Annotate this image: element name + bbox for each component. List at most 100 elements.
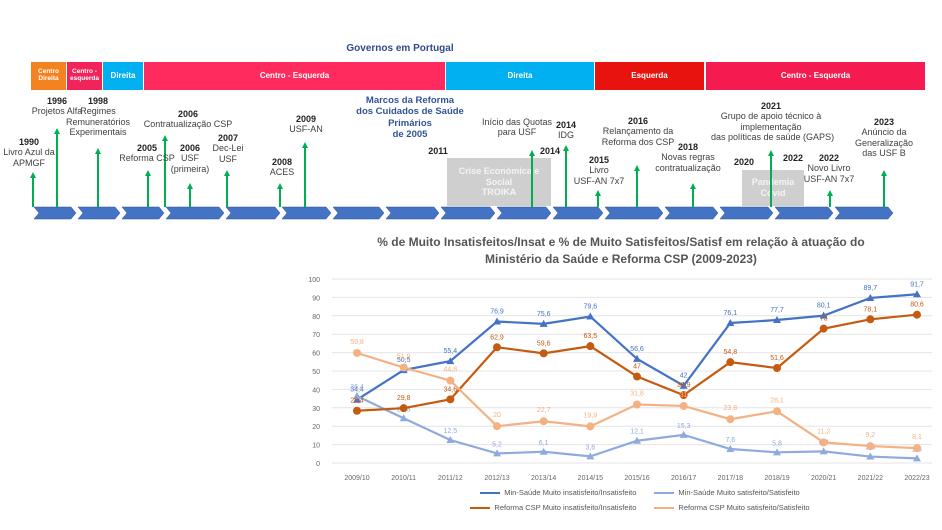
crisis-line: Social xyxy=(485,176,513,187)
milestone: 2014 xyxy=(490,146,610,156)
arrow-up-icon xyxy=(302,142,308,148)
chart-title-line: % de Muito Insatisfeitos/Insat e % de Mu… xyxy=(377,235,865,249)
milestone: 2016 Relançamento da Reforma dos CSP xyxy=(578,116,698,147)
timeline-title-line: dos Cuidados de Saúde Primários xyxy=(356,106,464,129)
timeline-chevron xyxy=(719,206,774,220)
milestone: 2011 xyxy=(378,146,498,156)
milestone-year: 2005 xyxy=(136,143,158,153)
milestone-label: ACES xyxy=(269,167,295,178)
data-label: 89,7 xyxy=(864,285,878,292)
data-point xyxy=(679,430,688,438)
milestone-label: Experimentais xyxy=(69,127,127,138)
data-label: 19,9 xyxy=(584,412,598,419)
data-label: 54,8 xyxy=(724,349,738,356)
data-point xyxy=(353,395,361,403)
timeline-graphic xyxy=(30,128,894,220)
timeline-chevron xyxy=(225,206,281,220)
government-period: Direita xyxy=(103,62,144,90)
arrow-up-icon xyxy=(881,170,887,176)
timeline-chevron xyxy=(121,206,165,220)
data-label: 91,7 xyxy=(910,281,924,288)
data-label: 31,8 xyxy=(630,390,644,397)
x-tick-label: 2015/16 xyxy=(624,475,649,482)
timeline-chevron xyxy=(165,206,225,220)
data-point xyxy=(819,311,828,319)
timeline-chevron xyxy=(440,206,496,220)
timeline-chevron xyxy=(33,206,77,220)
data-point xyxy=(773,316,781,324)
data-label: 55,4 xyxy=(444,348,458,355)
milestone: 2009 USF-AN xyxy=(246,114,366,135)
y-tick-label: 20 xyxy=(312,424,320,431)
y-tick-label: 40 xyxy=(312,387,320,394)
milestone-label: Anúncio da xyxy=(861,127,907,138)
milestone-label: contratualização xyxy=(655,162,721,173)
data-point xyxy=(353,406,361,415)
legend-label: Min-Saúde Muito insatisfeito/Insatisfeit… xyxy=(504,488,637,497)
data-label: 31 xyxy=(680,392,688,399)
milestone-label: Reforma dos CSP xyxy=(601,136,675,147)
milestone-label: USF-AN xyxy=(289,124,323,135)
x-tick-label: 2020/21 xyxy=(811,475,836,482)
data-point xyxy=(586,312,595,320)
timeline-title-line: Marcos da Reforma xyxy=(365,95,455,106)
milestone-label: Remuneratórios xyxy=(65,116,131,127)
data-point xyxy=(539,447,548,455)
data-label: 77,7 xyxy=(770,307,784,314)
milestone-label: Novas regras xyxy=(661,152,715,163)
chart-title-line: Ministério da Saúde e Reforma CSP (2009-… xyxy=(485,251,757,266)
milestone-label: Generalização xyxy=(854,137,914,148)
chart-title: % de Muito Insatisfeitos/Insat e % de Mu… xyxy=(300,234,942,268)
data-point xyxy=(633,400,641,409)
data-point xyxy=(866,442,875,451)
milestone-label: USF xyxy=(181,153,199,164)
data-point xyxy=(399,414,408,422)
timeline-chevron xyxy=(664,206,719,220)
y-tick-label: 50 xyxy=(312,369,320,376)
data-label: 34,4 xyxy=(350,387,364,394)
data-label: 62,9 xyxy=(490,334,504,341)
crisis-line: Crise Económica e xyxy=(458,165,540,176)
milestone-year: 2011 xyxy=(428,146,448,156)
data-point xyxy=(726,445,735,453)
milestone-year: 2008 xyxy=(271,157,293,167)
milestone-label: Livro Azul da xyxy=(3,147,55,158)
milestone: 2006 Contratualização CSP xyxy=(128,109,248,130)
government-period: Esquerda xyxy=(595,62,705,90)
data-point xyxy=(773,407,781,416)
data-point xyxy=(446,357,455,365)
government-period: Centro - Esquerda xyxy=(144,62,446,90)
data-label: 47 xyxy=(633,364,641,371)
data-point xyxy=(913,454,921,462)
data-point xyxy=(913,290,921,298)
chart-legend: Min-Saúde Muito insatisfeito/Insatisfeit… xyxy=(380,488,900,512)
milestone-year: 2018 xyxy=(677,142,699,152)
milestone-label: Relançamento da xyxy=(602,126,674,137)
milestone-label: das USF B xyxy=(862,148,906,159)
legend-item: Reforma CSP Muito insatisfeito/Insatisfe… xyxy=(470,503,636,512)
milestone-year: 2016 xyxy=(627,116,649,126)
data-label: 50,5 xyxy=(397,357,411,364)
milestone-year: 2015 xyxy=(588,155,610,165)
milestone: 1996 Projetos Alfa xyxy=(0,96,117,117)
milestone: 2022 xyxy=(733,153,853,163)
legend-item: Min-Saúde Muito satisfeito/Satisfeito xyxy=(654,488,800,497)
data-label: 36,9 xyxy=(677,382,691,389)
data-point xyxy=(726,318,735,326)
data-label: 36,4 xyxy=(350,384,364,391)
milestone: 2022 Novo Livro USF-AN 7x7 xyxy=(769,153,889,184)
milestone-year: 2009 xyxy=(295,114,317,124)
data-point xyxy=(586,422,595,431)
milestone-label: APMGF xyxy=(12,157,45,168)
legend-item: Reforma CSP Muito satisfeito/Satisfeito xyxy=(654,503,810,512)
timeline-chevron xyxy=(552,206,604,220)
milestone: 1990 Livro Azul da APMGF xyxy=(0,137,89,168)
data-point xyxy=(633,354,641,362)
data-label: 5,8 xyxy=(772,440,782,447)
x-tick-label: 2010/11 xyxy=(391,475,416,482)
data-point xyxy=(679,391,688,400)
data-point xyxy=(726,358,735,367)
y-tick-label: 100 xyxy=(308,277,320,284)
arrow-up-icon xyxy=(634,165,640,171)
legend-swatch xyxy=(470,506,491,509)
